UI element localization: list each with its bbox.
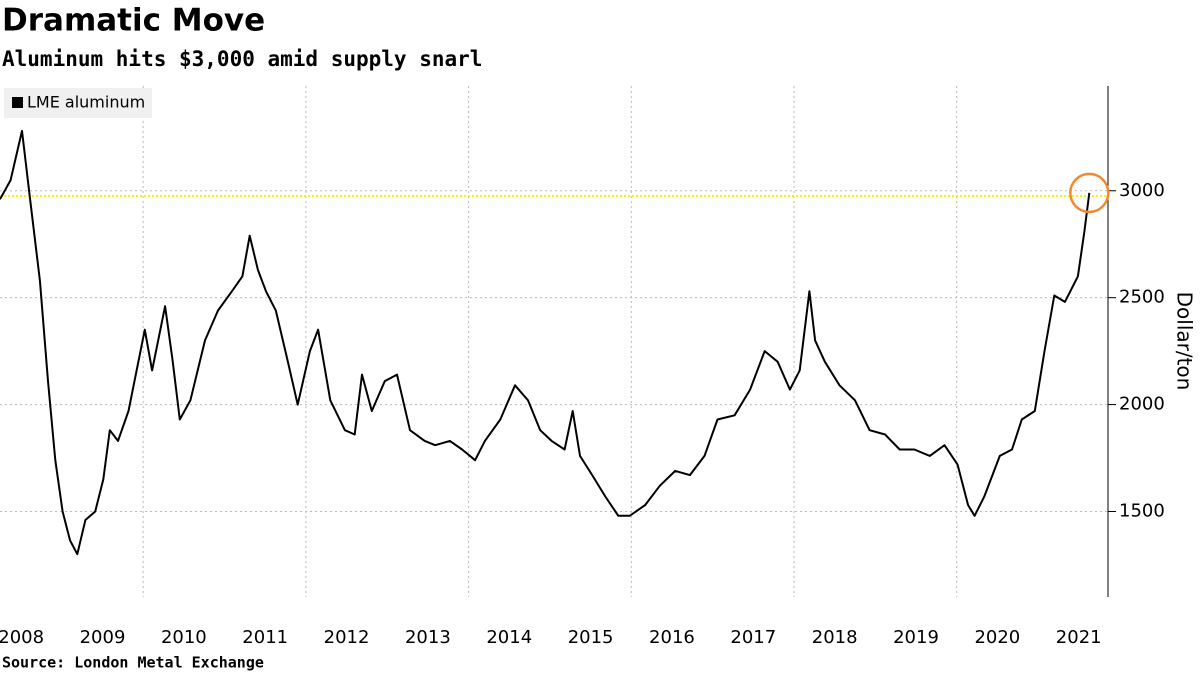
legend-swatch xyxy=(12,97,23,108)
chart-subtitle: Aluminum hits $3,000 amid supply snarl xyxy=(2,47,482,71)
y-tick-label: 3000 xyxy=(1119,180,1165,201)
x-tick-label: 2012 xyxy=(324,627,370,648)
x-tick-label: 2016 xyxy=(649,627,695,648)
x-tick-label: 2014 xyxy=(486,627,532,648)
highlight-circle xyxy=(1069,172,1110,214)
x-tick-label: 2019 xyxy=(893,627,939,648)
y-tick-label: 2000 xyxy=(1119,394,1165,415)
x-tick-label: 2008 xyxy=(0,627,44,648)
legend-box xyxy=(4,88,152,118)
x-tick-label: 2013 xyxy=(405,627,451,648)
legend-label: LME aluminum xyxy=(27,93,145,112)
x-tick-label: 2018 xyxy=(812,627,858,648)
x-tick-label: 2020 xyxy=(974,627,1020,648)
y-axis-label: Dollar/ton xyxy=(1173,292,1197,391)
x-tick-label: 2015 xyxy=(568,627,614,648)
x-tick-label: 2010 xyxy=(161,627,207,648)
y-tick-label: 2500 xyxy=(1119,287,1165,308)
y-tick-label: 1500 xyxy=(1119,500,1165,521)
x-tick-label: 2017 xyxy=(730,627,776,648)
line xyxy=(0,129,1091,556)
x-tick-label: 2009 xyxy=(80,627,126,648)
x-tick-label: 2021 xyxy=(1056,627,1102,648)
source: Source: London Metal Exchange xyxy=(2,654,264,672)
x-tick-label: 2011 xyxy=(242,627,288,648)
chart-title: Dramatic Move xyxy=(2,3,265,39)
